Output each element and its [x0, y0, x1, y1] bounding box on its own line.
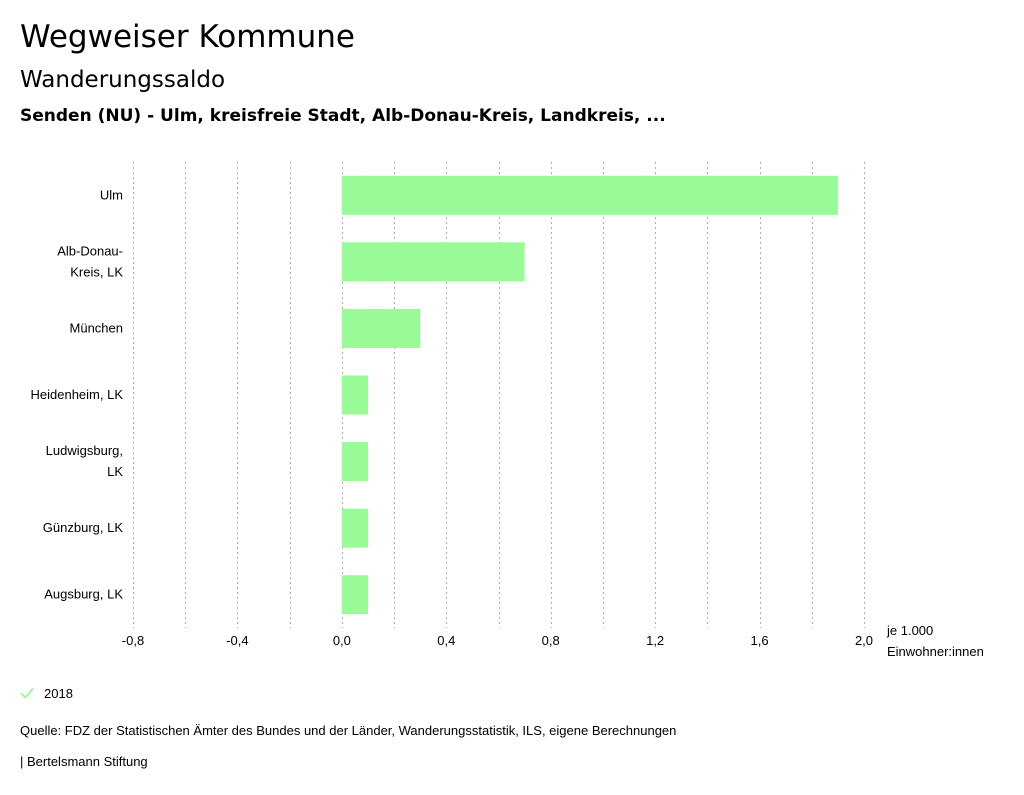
x-tick-label: 0,0	[333, 633, 351, 648]
region-label: Senden (NU) - Ulm, kreisfreie Stadt, Alb…	[20, 106, 666, 126]
x-tick-label: 0,4	[437, 633, 455, 648]
bars	[341, 175, 838, 615]
x-tick-label: -0,4	[226, 633, 248, 648]
x-tick-label: 2,0	[855, 633, 873, 648]
x-tick-label: 1,2	[646, 633, 664, 648]
category-label: Heidenheim, LK	[31, 387, 124, 402]
page-subtitle: Wanderungssaldo	[20, 67, 226, 93]
legend-label: 2018	[44, 685, 73, 701]
x-tick-labels: -0,8 -0,4 0,0 0,4 0,8 1,2 1,6 2,0	[122, 633, 873, 648]
category-label: München	[70, 320, 123, 335]
legend-item-2018[interactable]: 2018	[20, 683, 73, 703]
grid-lines	[133, 162, 865, 628]
source-note: Quelle: FDZ der Statistischen Ämter des …	[20, 723, 677, 738]
bar[interactable]	[341, 308, 421, 348]
x-tick-label: 1,6	[751, 633, 769, 648]
category-label: Günzburg, LK	[43, 520, 124, 535]
bar[interactable]	[341, 242, 525, 282]
bar[interactable]	[341, 175, 838, 215]
credit-note: | Bertelsmann Stiftung	[20, 754, 148, 769]
x-axis-label: je 1.000 Einwohner:innen	[886, 623, 984, 659]
x-axis-unit-label: je 1.000 Einwohner:innen	[886, 623, 984, 659]
x-tick-label: 0,8	[542, 633, 560, 648]
check-icon	[20, 688, 34, 699]
bar[interactable]	[341, 442, 368, 482]
bar[interactable]	[341, 375, 368, 415]
category-label: Augsburg, LK	[44, 587, 123, 602]
x-tick-label: -0,8	[122, 633, 144, 648]
page-title: Wegweiser Kommune	[20, 19, 355, 55]
category-label: Ulm	[100, 187, 123, 202]
bar[interactable]	[341, 575, 368, 615]
category-label: Alb-Donau-Kreis, LK	[57, 243, 123, 279]
category-labels: Ulm Alb-Donau-Kreis, LK München Heidenheim,…	[31, 187, 124, 601]
bar-chart: Ulm Alb-Donau-Kreis, LK München Heidenheim,…	[31, 162, 984, 659]
bar[interactable]	[341, 508, 368, 548]
category-label: Ludwigsburg, LK	[46, 443, 124, 479]
